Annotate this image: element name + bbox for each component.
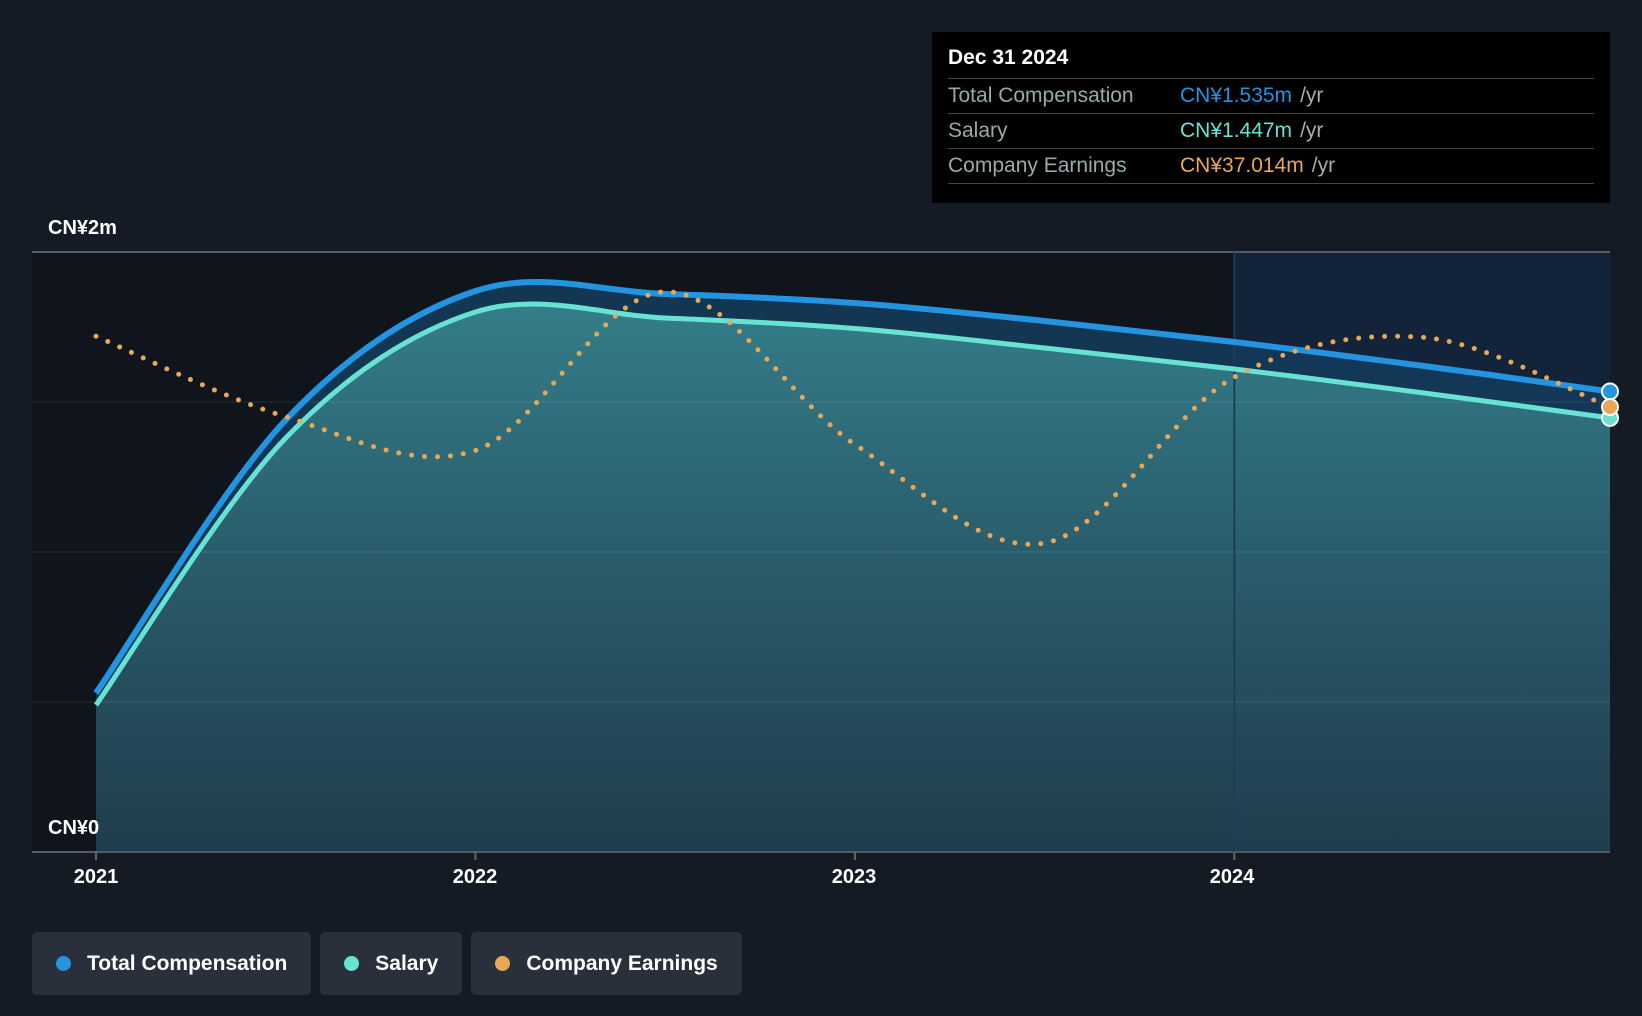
- legend-label: Total Compensation: [87, 951, 288, 975]
- tooltip-label: Company Earnings: [948, 154, 1127, 177]
- tooltip-unit: /yr: [1300, 84, 1324, 107]
- tooltip-unit: /yr: [1311, 154, 1336, 177]
- x-tick-label: 2022: [452, 866, 498, 888]
- y-tick-label: CN¥0: [48, 817, 100, 839]
- tooltip-row: Salary CN¥1.447m/yr: [948, 113, 1594, 148]
- tooltip-value: CN¥37.014m: [1180, 154, 1304, 177]
- company-earnings-line: [93, 289, 1613, 547]
- tooltip: Dec 31 2024 Total Compensation CN¥1.535m /…: [932, 32, 1610, 203]
- x-tick-label: 2023: [831, 866, 877, 888]
- legend-label: Salary: [375, 951, 439, 975]
- tooltip-value: CN¥1.447m: [1180, 119, 1293, 142]
- legend-item[interactable]: Total Compensation: [32, 932, 312, 995]
- y-tick-label: CN¥2m: [48, 217, 117, 239]
- end-point-marker: [1601, 398, 1619, 416]
- legend-label: Company Earnings: [526, 951, 718, 975]
- legend-item[interactable]: Company Earnings: [471, 932, 742, 995]
- legend-dot-icon: [344, 956, 360, 971]
- salary-line: [93, 301, 1611, 707]
- tooltip-row: Total Compensation CN¥1.535m/yr: [948, 78, 1594, 113]
- tooltip-label: Total Compensation: [948, 84, 1134, 107]
- tooltip-label: Salary: [948, 119, 1008, 142]
- legend-item[interactable]: Salary: [320, 932, 463, 995]
- salary-area: [96, 303, 1610, 853]
- legend-dot-icon: [495, 956, 511, 971]
- tooltip-date: Dec 31 2024: [948, 46, 1069, 69]
- total-compensation-line: [93, 279, 1611, 695]
- tooltip-value: CN¥1.535m: [1180, 84, 1293, 107]
- tooltip-unit: /yr: [1300, 119, 1324, 142]
- legend: Total Compensation Salary Company Earnings: [32, 932, 742, 995]
- end-point-marker: [1601, 382, 1619, 401]
- x-tick-label: 2021: [73, 866, 119, 888]
- legend-dot-icon: [56, 956, 71, 971]
- x-tick-label: 2024: [1209, 866, 1255, 888]
- tooltip-row: Company Earnings CN¥37.014m/yr: [948, 148, 1594, 184]
